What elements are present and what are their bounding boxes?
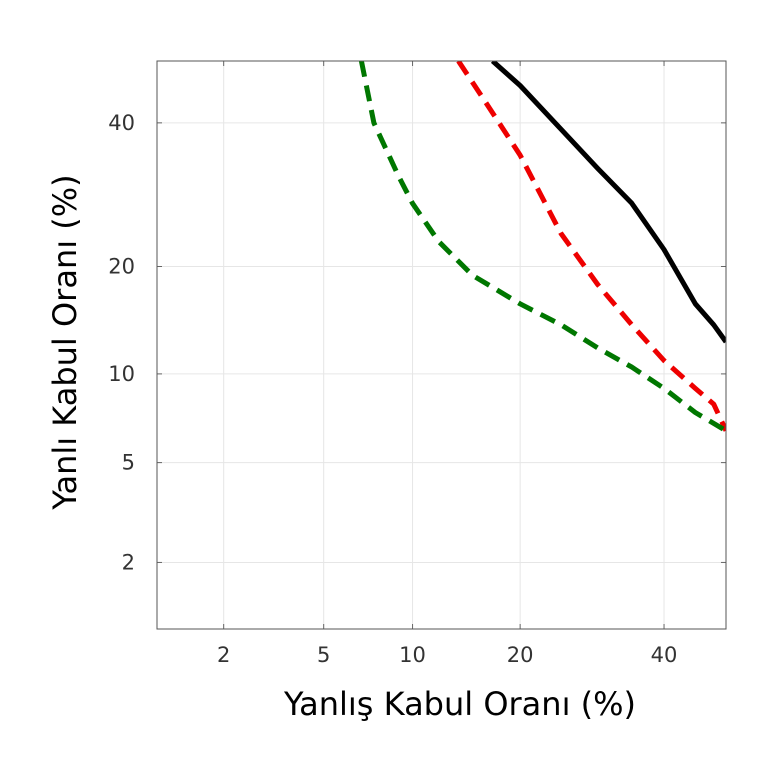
x-tick-label: 10: [399, 643, 426, 667]
y-tick-label: 40: [108, 111, 135, 135]
x-tick-label: 40: [651, 643, 678, 667]
y-tick-label: 5: [122, 451, 135, 475]
y-axis-title: Yanlı Kabul Oranı (%): [46, 174, 84, 510]
x-tick-label: 5: [317, 643, 330, 667]
x-tick-label: 20: [507, 643, 534, 667]
x-axis-title: Yanlış Kabul Oranı (%): [283, 685, 636, 723]
x-tick-label: 2: [217, 643, 230, 667]
y-tick-label: 2: [122, 550, 135, 574]
plot-frame: [156, 60, 727, 630]
series-line-1: [490, 61, 726, 344]
series-line-2: [456, 61, 726, 432]
y-tick-label: 20: [108, 254, 135, 278]
series-line-3: [358, 61, 726, 433]
y-tick-label: 10: [108, 362, 135, 386]
grid-layer: [157, 61, 726, 629]
series-layer: [358, 61, 726, 433]
